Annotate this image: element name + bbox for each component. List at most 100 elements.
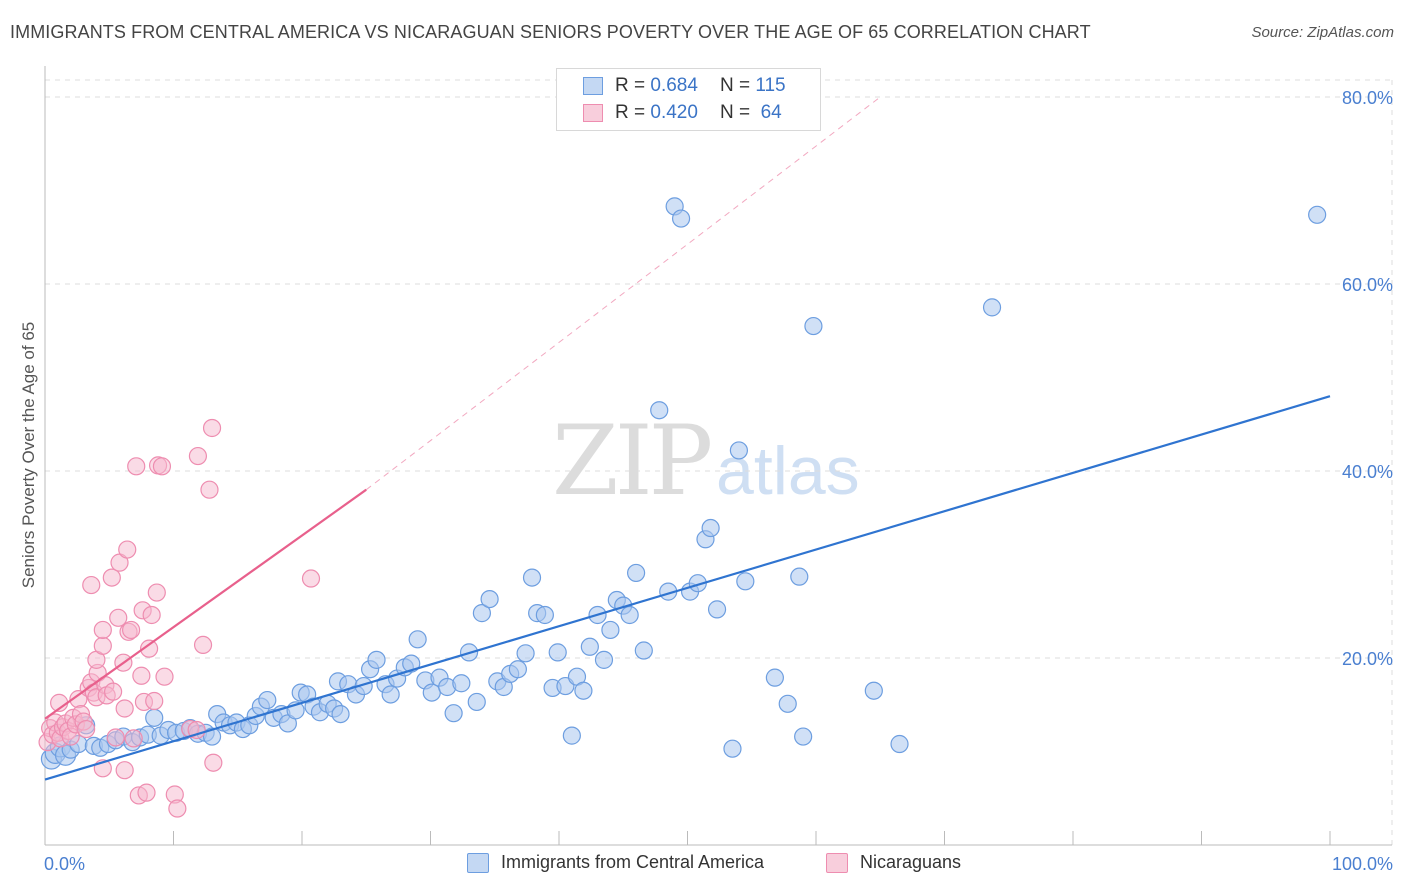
legend-r-label: R =	[615, 102, 646, 123]
bottom-legend-nicaraguans: Nicaraguans	[826, 852, 961, 873]
data-point-nicaraguans	[139, 639, 159, 658]
axes	[44, 66, 1392, 846]
x-tick-label: 100.0%	[1332, 854, 1393, 874]
data-point-nicaraguans	[301, 569, 321, 588]
data-point-nicaraguans	[200, 480, 219, 499]
data-point-nicaraguans	[121, 620, 141, 640]
y-tick-label: 40.0%	[1342, 462, 1393, 482]
data-point-central-america	[701, 518, 720, 538]
data-point-nicaraguans	[93, 620, 112, 640]
trend-lines	[44, 96, 1331, 781]
data-point-central-america	[258, 690, 277, 710]
bottom-legend-central-america: Immigrants from Central America	[467, 852, 764, 873]
data-point-central-america	[736, 572, 755, 591]
data-point-central-america	[548, 643, 567, 662]
data-point-central-america	[452, 674, 471, 693]
correlation-legend: R = 0.684 N = 115 R = 0.420 N = 64	[556, 68, 821, 131]
data-point-nicaraguans	[118, 540, 137, 559]
y-tick-label: 20.0%	[1342, 649, 1393, 669]
data-point-nicaraguans	[145, 691, 164, 711]
data-point-central-america	[580, 637, 599, 656]
data-point-central-america	[508, 660, 527, 679]
legend-n-value: 115	[755, 75, 786, 96]
data-point-central-america	[765, 668, 784, 687]
data-point-nicaraguans	[104, 682, 123, 701]
data-point-central-america	[594, 650, 614, 669]
y-tick-label: 80.0%	[1342, 88, 1393, 108]
data-point-central-america	[145, 708, 164, 727]
data-point-nicaraguans	[115, 761, 134, 780]
legend-swatch-blue	[583, 77, 603, 95]
data-point-central-america	[626, 563, 646, 583]
y-axis-title: Seniors Poverty Over the Age of 65	[19, 322, 38, 588]
data-point-nicaraguans	[102, 568, 121, 587]
data-point-central-america	[890, 734, 909, 754]
data-point-central-america	[864, 681, 883, 700]
data-point-central-america	[729, 441, 749, 460]
data-point-central-america	[202, 727, 222, 746]
data-point-nicaraguans	[137, 783, 156, 802]
data-point-central-america	[804, 316, 823, 336]
data-point-central-america	[562, 726, 581, 745]
data-point-central-america	[444, 704, 463, 723]
data-point-central-america	[982, 298, 1002, 317]
data-point-nicaraguans	[106, 728, 125, 747]
data-point-central-america	[422, 683, 441, 702]
data-point-nicaraguans	[152, 457, 172, 476]
data-point-nicaraguans	[147, 583, 166, 602]
data-point-nicaraguans	[188, 446, 208, 466]
legend-r-value: 0.420	[650, 102, 698, 123]
trend-line-central-america	[44, 395, 1331, 781]
y-tick-label: 60.0%	[1342, 275, 1393, 295]
data-point-central-america	[620, 605, 639, 625]
x-tick-label: 0.0%	[44, 854, 85, 874]
bottom-legend-label: Immigrants from Central America	[501, 852, 765, 872]
data-point-central-america	[467, 692, 486, 712]
data-point-central-america	[634, 641, 653, 660]
series-central-america-points	[40, 197, 1327, 770]
data-point-nicaraguans	[204, 753, 223, 772]
data-point-nicaraguans	[187, 720, 206, 740]
bottom-legend-label: Nicaraguans	[860, 852, 962, 872]
chart-title: IMMIGRANTS FROM CENTRAL AMERICA VS NICAR…	[10, 22, 1091, 42]
legend-row-central-america: R = 0.684 N = 115	[583, 73, 786, 99]
data-point-nicaraguans	[124, 729, 143, 748]
data-point-central-america	[522, 568, 542, 587]
data-point-central-america	[480, 589, 499, 609]
data-point-central-america	[723, 739, 742, 758]
data-point-central-america	[794, 727, 813, 746]
legend-n-label: N =	[719, 102, 751, 123]
data-point-central-america	[516, 644, 535, 663]
legend-swatch-pink	[583, 104, 603, 122]
data-point-nicaraguans	[109, 608, 128, 627]
data-point-nicaraguans	[82, 575, 101, 595]
data-point-central-america	[408, 630, 427, 649]
bottom-legend-swatch-blue	[467, 852, 489, 873]
bottom-legend-swatch-pink	[826, 852, 848, 873]
data-point-central-america	[331, 704, 350, 724]
data-point-central-america	[650, 401, 669, 420]
series-nicaraguans-points	[38, 418, 321, 818]
data-point-central-america	[601, 620, 620, 640]
data-point-nicaraguans	[142, 605, 161, 625]
data-point-nicaraguans	[77, 719, 96, 739]
data-point-nicaraguans	[168, 799, 187, 818]
data-point-central-america	[367, 650, 386, 669]
data-point-nicaraguans	[127, 457, 146, 476]
legend-r-value: 0.684	[650, 75, 698, 96]
tick-labels: 20.0% 40.0% 60.0% 80.0% 0.0% 100.0%	[44, 88, 1393, 874]
data-point-nicaraguans	[132, 666, 151, 685]
data-point-central-america	[778, 694, 797, 713]
data-point-central-america	[402, 654, 421, 673]
trend-line-nicaraguans	[44, 488, 367, 720]
data-point-nicaraguans	[155, 667, 174, 686]
trend-line-nicaraguans-extension	[365, 96, 881, 491]
legend-n-value: 64	[760, 102, 782, 123]
data-point-central-america	[1308, 205, 1327, 224]
data-point-nicaraguans	[115, 699, 134, 718]
watermark-zip: ZIP	[552, 405, 713, 517]
chart-source: Source: ZipAtlas.com	[1251, 24, 1394, 41]
data-point-central-america	[535, 605, 554, 625]
data-point-nicaraguans	[93, 636, 112, 655]
